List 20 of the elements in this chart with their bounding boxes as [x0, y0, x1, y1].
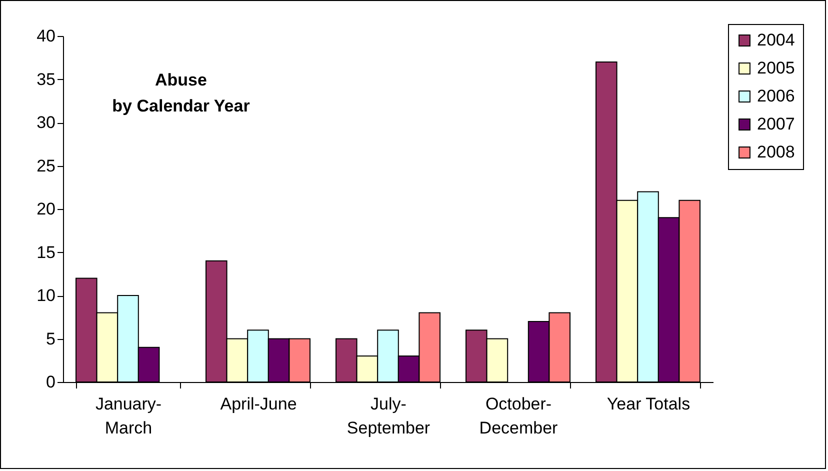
y-tick-label: 0	[46, 372, 56, 392]
x-tick-label: July-September	[346, 394, 430, 438]
y-tick-label: 10	[36, 286, 56, 305]
x-tick-label: October-December	[479, 394, 558, 438]
x-tick-label: Year Totals	[606, 394, 690, 414]
text: Abuse by Calendar Year	[112, 70, 250, 116]
legend-label: 2004	[757, 30, 795, 50]
legend-label: 2005	[757, 58, 795, 78]
legend-label: 2008	[757, 142, 795, 162]
y-tick-label: 40	[36, 26, 56, 46]
y-tick-label: 25	[36, 156, 56, 176]
x-tick-label: April-June	[220, 394, 297, 414]
y-tick-label: 5	[46, 329, 56, 348]
y-tick-label: 30	[36, 113, 56, 132]
y-tick-label: 15	[36, 242, 56, 262]
x-tick-label: January-March	[95, 394, 162, 438]
legend-label: 2007	[757, 114, 795, 134]
y-tick-label: 20	[36, 200, 56, 218]
legend-label: 2006	[757, 86, 795, 106]
y-tick-label: 35	[36, 70, 56, 89]
